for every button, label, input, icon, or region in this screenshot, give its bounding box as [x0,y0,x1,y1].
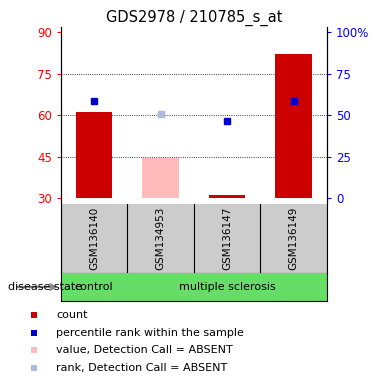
Text: value, Detection Call = ABSENT: value, Detection Call = ABSENT [56,345,233,355]
Text: GSM134953: GSM134953 [155,206,166,270]
Text: GSM136147: GSM136147 [222,206,232,270]
Text: GSM136149: GSM136149 [288,206,299,270]
Text: control: control [75,282,113,292]
Bar [127,273,327,301]
Text: GSM136140: GSM136140 [89,207,99,270]
Text: multiple sclerosis: multiple sclerosis [179,282,276,292]
Text: rank, Detection Call = ABSENT: rank, Detection Call = ABSENT [56,363,227,373]
Bar [142,158,179,198]
Bar [61,273,127,301]
Text: disease state: disease state [8,282,82,292]
Title: GDS2978 / 210785_s_at: GDS2978 / 210785_s_at [106,9,282,25]
Bar [76,113,112,198]
Bar [275,55,312,198]
Text: percentile rank within the sample: percentile rank within the sample [56,328,244,338]
Bar [209,195,245,198]
Text: count: count [56,310,87,320]
